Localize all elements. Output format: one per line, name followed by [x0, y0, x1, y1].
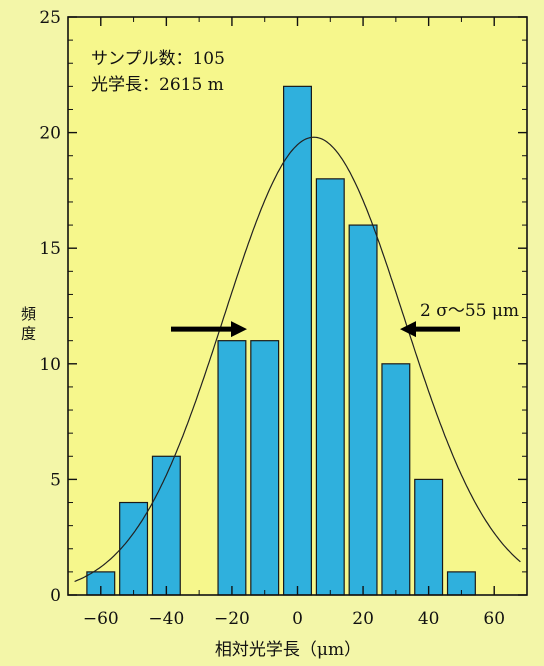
histogram-bar: [348, 224, 378, 596]
y-tick-label: 5: [50, 470, 61, 490]
x-tick-label: 60: [483, 609, 505, 629]
y-tick-label: 0: [50, 586, 61, 606]
histogram-bar: [119, 501, 149, 596]
histogram-bar: [151, 455, 181, 596]
histogram-bar: [315, 178, 345, 596]
y-tick-label: 10: [39, 355, 61, 375]
bars-group: [86, 85, 476, 596]
arrows-group: [171, 321, 460, 338]
right-arrow-head: [400, 321, 416, 338]
x-tick-label: −40: [148, 609, 184, 629]
y-tick-label: 15: [39, 239, 61, 259]
gaussian-fit-curve: [74, 136, 521, 583]
x-tick-label: −20: [214, 609, 250, 629]
annotation-sample-count: サンプル数：105: [91, 49, 225, 69]
annotation-sigma: 2 σ〜55 μm: [420, 301, 519, 321]
x-tick-label: 0: [292, 609, 303, 629]
left-arrow-head: [231, 321, 247, 338]
histogram-bar: [283, 85, 312, 596]
y-tick-label: 25: [39, 8, 61, 28]
histogram-bar: [217, 340, 247, 596]
x-tick-label: −60: [83, 609, 119, 629]
x-tick-label: 40: [418, 609, 440, 629]
x-tick-label: 20: [352, 609, 374, 629]
histogram-bar: [250, 340, 280, 596]
y-axis-label: 頻 度: [19, 306, 37, 341]
y-tick-label: 20: [39, 124, 61, 144]
x-axis-label: 相対光学長（μm）: [215, 640, 361, 660]
ticks-group: −60 −40 −20 0 20 40 60 0 5 10 15 20 25: [39, 8, 528, 629]
histogram-bar: [414, 478, 444, 596]
histogram-bar: [381, 363, 411, 596]
annotation-optical-length: 光学長：2615 m: [91, 75, 224, 95]
